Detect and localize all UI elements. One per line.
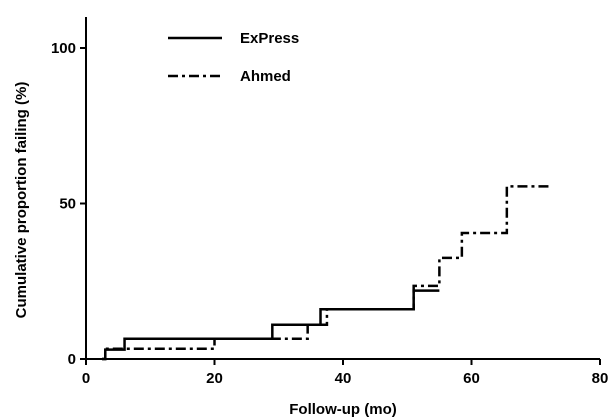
y-tick-label: 0 bbox=[68, 351, 76, 368]
y-tick-label: 100 bbox=[51, 40, 76, 57]
legend-label-ahmed: Ahmed bbox=[240, 68, 291, 85]
legend-label-express: ExPress bbox=[240, 30, 299, 47]
series-line-express bbox=[102, 289, 440, 361]
x-axis-title: Follow-up (mo) bbox=[289, 401, 396, 417]
x-tick-label: 60 bbox=[463, 370, 480, 387]
x-tick-label: 20 bbox=[206, 370, 223, 387]
x-tick-label: 0 bbox=[82, 370, 90, 387]
legend: ExPress Ahmed bbox=[168, 30, 299, 85]
y-tick-label: 50 bbox=[59, 196, 76, 213]
series-line-ahmed bbox=[102, 185, 549, 361]
series-layer bbox=[102, 185, 549, 361]
axes: 0 20 40 60 80 0 50 100 bbox=[51, 17, 608, 387]
x-tick-label: 40 bbox=[335, 370, 352, 387]
y-axis-title: Cumulative proportion failing (%) bbox=[13, 82, 30, 319]
x-tick-label: 80 bbox=[592, 370, 609, 387]
